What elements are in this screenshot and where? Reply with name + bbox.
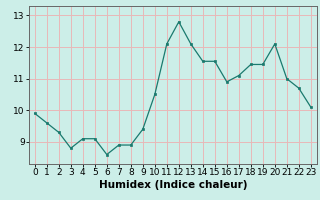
X-axis label: Humidex (Indice chaleur): Humidex (Indice chaleur): [99, 180, 247, 190]
